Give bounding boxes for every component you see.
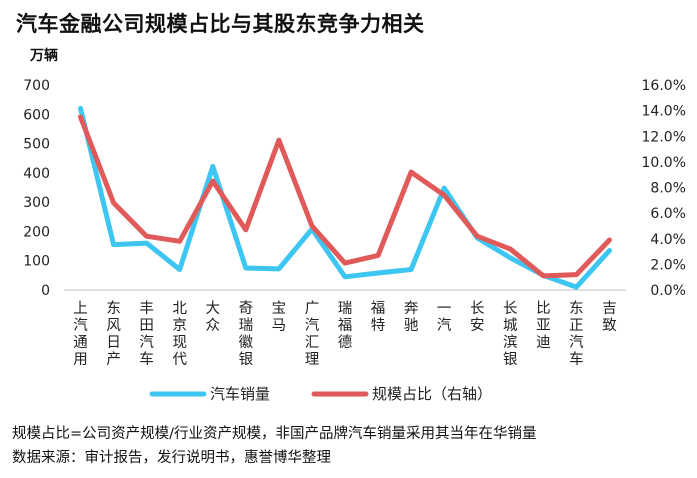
x-axis-category-label: 比亚迪 <box>536 300 551 351</box>
left-axis-tick-label: 400 <box>23 166 50 182</box>
left-axis-tick-label: 300 <box>23 195 50 211</box>
x-axis-category-label: 上汽通用 <box>73 300 88 368</box>
legend-label: 规模占比（右轴） <box>372 385 492 403</box>
x-axis-category-label: 大众 <box>206 300 221 334</box>
dual-axis-line-chart: 0 100 200 300 400 500 600 700 0.0% 2.0% 4.0% 6.0% 8.… <box>23 78 686 403</box>
chart-title: 汽车金融公司规模占比与其股东竞争力相关 <box>16 12 425 36</box>
x-axis-category-label: 北京现代 <box>172 300 187 368</box>
x-axis-category-label: 广汽汇理 <box>305 300 320 368</box>
right-axis-tick-label: 14.0% <box>642 104 686 120</box>
x-axis-category-label: 长安 <box>470 300 485 334</box>
left-axis-tick-label: 700 <box>23 78 50 94</box>
x-axis-category-label: 一汽 <box>437 301 452 334</box>
x-axis-category-label: 东风日产 <box>106 300 121 368</box>
left-axis-tick-label: 600 <box>23 107 50 123</box>
footnote-source: 数据来源：审计报告，发行说明书，惠誉博华整理 <box>12 450 331 466</box>
left-axis-tick-label: 500 <box>23 137 50 153</box>
series-line <box>78 105 612 290</box>
legend-label: 汽车销量 <box>210 385 270 403</box>
right-axis-tick-label: 0.0% <box>650 283 686 299</box>
left-axis-tick-label: 0 <box>41 283 50 299</box>
x-axis-category-label: 东正汽车 <box>569 300 584 368</box>
right-axis-tick-label: 10.0% <box>642 155 686 171</box>
x-axis-category-label: 瑞福德 <box>338 300 353 351</box>
left-axis-tick-label: 100 <box>23 254 50 270</box>
left-axis-unit-label: 万辆 <box>30 48 58 64</box>
footnote-definition: 规模占比=公司资产规模/行业资产规模，非国产品牌汽车销量采用其当年在华销量 <box>12 426 537 442</box>
left-axis-tick-label: 200 <box>23 224 50 240</box>
x-axis-category-label: 宝马 <box>272 300 287 334</box>
series-line <box>78 114 612 279</box>
x-axis-category-label: 吉致 <box>602 300 617 334</box>
right-axis-tick-label: 4.0% <box>650 232 686 248</box>
x-axis-category-label: 福特 <box>371 300 386 334</box>
right-axis-tick-label: 2.0% <box>650 257 686 273</box>
x-axis-category-label: 奔驰 <box>404 300 419 334</box>
x-axis-category-label: 长城滨银 <box>503 300 518 368</box>
right-axis-tick-label: 6.0% <box>650 206 686 222</box>
right-axis-tick-label: 16.0% <box>642 78 686 94</box>
right-axis-tick-label: 8.0% <box>650 181 686 197</box>
right-axis-tick-label: 12.0% <box>642 129 686 145</box>
x-axis-category-label: 丰田汽车 <box>139 300 154 368</box>
x-axis-category-label: 奇瑞徽银 <box>239 300 254 368</box>
